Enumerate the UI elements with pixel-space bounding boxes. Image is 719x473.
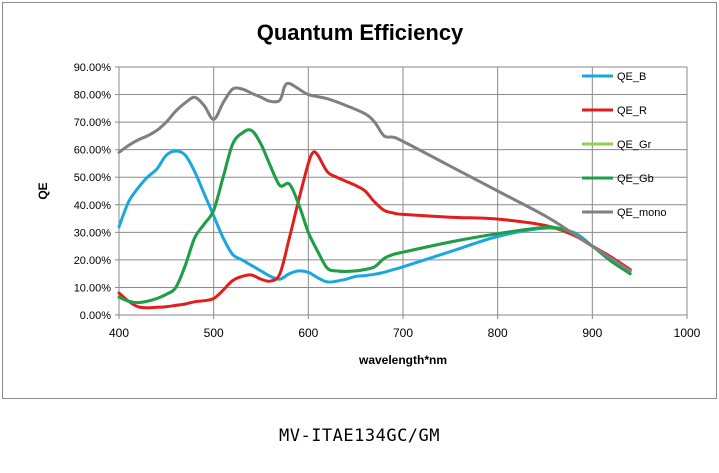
x-tick-label: 600 — [298, 326, 318, 340]
x-tick-label: 900 — [582, 326, 602, 340]
axes: 0.00% 10.00% 20.00% 30.00% 40.00% 50.00% 60.00… — [74, 62, 701, 340]
legend-label-qe-r: QE_R — [617, 105, 647, 117]
legend-label-qe-mono: QE_mono — [617, 207, 667, 219]
y-tick-label: 50.00% — [74, 172, 112, 184]
x-tick-label: 500 — [204, 326, 224, 340]
y-tick-label: 80.00% — [74, 90, 112, 102]
chart-title: Quantum Efficiency — [257, 20, 464, 45]
legend: QE_B QE_R QE_Gr QE_Gb QE_mono — [582, 71, 667, 219]
legend-label-qe-gr: QE_Gr — [617, 139, 652, 151]
series-line-qe-b — [117, 149, 632, 284]
y-axis-label: QE — [36, 182, 50, 199]
series-line-qe-r — [117, 150, 632, 310]
x-tick-label: 1000 — [674, 326, 701, 340]
legend-label-qe-gb: QE_Gb — [617, 173, 654, 185]
y-tick-label: 10.00% — [74, 282, 112, 294]
chart-svg: Quantum Efficiency 0.00% 10.00% 20.00% 30.0… — [36, 20, 701, 367]
x-axis-label: wavelength*nm — [358, 353, 447, 367]
y-tick-label: 0.00% — [80, 310, 111, 322]
y-tick-label: 30.00% — [74, 227, 112, 239]
series-line-qe-gb — [117, 128, 632, 305]
x-tick-label: 800 — [488, 326, 508, 340]
x-tick-label: 700 — [393, 326, 413, 340]
model-caption: MV-ITAE134GC/GM — [278, 426, 441, 446]
series-line-qe-mono — [117, 81, 632, 273]
y-tick-label: 60.00% — [74, 145, 112, 157]
x-tick-label: 400 — [109, 326, 129, 340]
series-lines — [117, 81, 632, 310]
y-tick-label: 90.00% — [74, 62, 112, 74]
chart-frame: Quantum Efficiency 0.00% 10.00% 20.00% 30.0… — [2, 2, 717, 399]
y-tick-label: 70.00% — [74, 117, 112, 129]
y-tick-label: 20.00% — [74, 255, 112, 267]
y-tick-label: 40.00% — [74, 200, 112, 212]
legend-label-qe-b: QE_B — [617, 71, 646, 83]
